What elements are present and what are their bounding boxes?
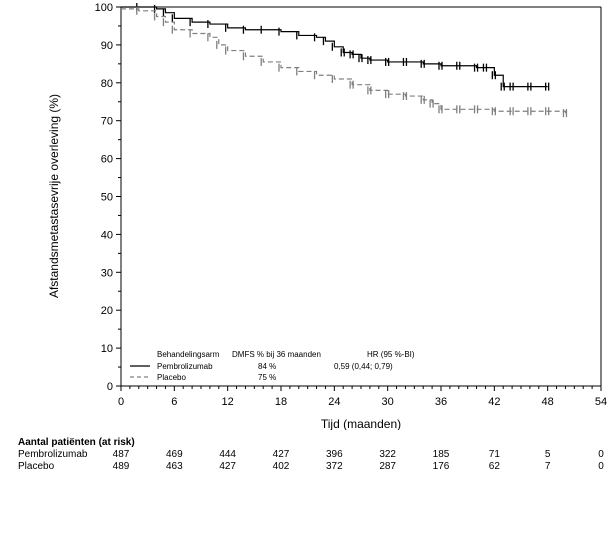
x-tick-label: 6: [171, 396, 177, 408]
legend-label: Pembrolizumab: [157, 362, 213, 371]
at-risk-value: 487: [112, 449, 130, 460]
y-tick-label: 20: [101, 305, 113, 317]
at-risk-value: 176: [432, 461, 450, 472]
at-risk-value: 372: [325, 461, 343, 472]
at-risk-value: 322: [379, 449, 396, 460]
at-risk-value: 463: [165, 461, 183, 472]
y-tick-label: 0: [107, 381, 113, 393]
x-tick-label: 54: [595, 396, 607, 408]
y-tick-label: 60: [101, 154, 113, 166]
legend-dmfs: 75 %: [258, 373, 276, 382]
at-risk-value: 5: [544, 449, 551, 460]
legend-header: HR (95 %-BI): [367, 350, 415, 359]
x-tick-label: 36: [435, 396, 447, 408]
axes: 0 10 20 30 40 50 60 70 80 90 100 0 6 12 18 24 30 36 42 48 54: [95, 2, 607, 408]
x-tick-label: 48: [542, 396, 554, 408]
legend-dmfs: 84 %: [258, 362, 276, 371]
legend-header: DMFS % bij 36 maanden: [232, 350, 321, 359]
at-risk-value: 7: [544, 461, 551, 472]
curves: [121, 3, 568, 118]
x-axis-label: Tijd (maanden): [321, 417, 401, 430]
y-tick-label: 100: [95, 2, 113, 14]
x-tick-label: 42: [488, 396, 500, 408]
x-tick-label: 18: [275, 396, 287, 408]
km-curve-pembrolizumab: [121, 6, 548, 88]
legend-hr: 0,59 (0,44; 0,79): [334, 362, 393, 371]
at-risk-value: 62: [488, 461, 500, 472]
y-axis-label: Afstandsmetastasevrije overleving (%): [47, 94, 61, 298]
at-risk-value: 287: [379, 461, 396, 472]
y-tick-label: 50: [101, 192, 113, 204]
at-risk-value: 185: [432, 449, 450, 460]
at-risk-value: 427: [219, 461, 236, 472]
at-risk-value: 402: [272, 461, 290, 472]
at-risk-value: 444: [219, 449, 236, 460]
legend-header: Behandelingsarm: [157, 350, 220, 359]
km-chart: 0 10 20 30 40 50 60 70 80 90 100 0 6 12 18 24 30 36 42 48 54…: [47, 2, 607, 430]
at-risk-row-label: Pembrolizumab: [18, 449, 88, 460]
km-curve-placebo: [121, 8, 567, 114]
x-tick-label: 24: [328, 396, 340, 408]
y-tick-label: 10: [101, 343, 113, 355]
y-tick-label: 70: [101, 116, 113, 128]
y-tick-label: 80: [101, 78, 113, 90]
at-risk-title: Aantal patiënten (at risk): [18, 437, 135, 448]
at-risk-value: 0: [598, 461, 604, 472]
x-tick-label: 0: [118, 396, 124, 408]
y-tick-label: 90: [101, 40, 113, 52]
y-tick-label: 30: [101, 267, 113, 279]
x-tick-label: 12: [222, 396, 234, 408]
at-risk-row-label: Placebo: [18, 461, 55, 472]
at-risk-value: 71: [488, 449, 500, 460]
at-risk-value: 469: [165, 449, 183, 460]
at-risk-value: 427: [272, 449, 290, 460]
legend-label: Placebo: [157, 373, 186, 382]
at-risk-value: 396: [325, 449, 343, 460]
x-tick-label: 30: [382, 396, 394, 408]
at-risk-value: 0: [598, 449, 604, 460]
at-risk-value: 489: [112, 461, 130, 472]
legend: Behandelingsarm DMFS % bij 36 maanden HR (…: [130, 350, 415, 382]
y-tick-label: 40: [101, 229, 113, 241]
